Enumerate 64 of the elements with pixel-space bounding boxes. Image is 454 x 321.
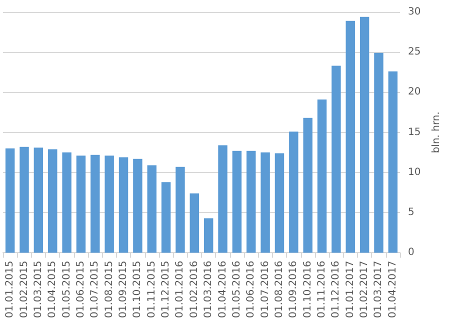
x-tick-label: 01.11.2015 bbox=[146, 260, 158, 318]
x-tick-label: 01.04.2017 bbox=[387, 260, 398, 318]
x-tick-label: 01.09.2016 bbox=[288, 260, 300, 318]
x-tick-label: 01.08.2016 bbox=[274, 260, 285, 318]
y-tick-label: 25 bbox=[408, 46, 421, 58]
x-tick-label: 01.09.2015 bbox=[118, 260, 130, 318]
x-tick-label: 01.08.2015 bbox=[104, 260, 115, 318]
x-tick-label: 01.04.2015 bbox=[47, 260, 58, 318]
x-tick-label: 01.04.2016 bbox=[217, 260, 228, 318]
bar bbox=[90, 154, 100, 253]
bar bbox=[374, 52, 384, 253]
x-tick-label: 01.12.2015 bbox=[160, 260, 172, 318]
y-tick-label: 15 bbox=[408, 126, 421, 138]
y-tick-label: 20 bbox=[408, 86, 421, 98]
x-tick-label: 01.02.2015 bbox=[18, 260, 30, 318]
x-tick-label: 01.06.2015 bbox=[75, 260, 86, 318]
y-tick-label: 30 bbox=[408, 6, 421, 18]
x-tick-label: 01.05.2015 bbox=[61, 260, 72, 318]
bar bbox=[289, 132, 298, 253]
bar bbox=[76, 156, 86, 253]
bar bbox=[232, 150, 242, 253]
x-tick-label: 01.01.2017 bbox=[344, 260, 356, 318]
x-tick-label: 01.02.2016 bbox=[188, 260, 200, 318]
y-tick-label: 0 bbox=[408, 247, 414, 258]
bar bbox=[260, 152, 270, 253]
bar bbox=[48, 149, 58, 253]
bar bbox=[20, 146, 29, 253]
bar bbox=[133, 158, 142, 253]
bar bbox=[176, 166, 185, 253]
bar bbox=[62, 152, 72, 253]
bar bbox=[104, 156, 114, 253]
bar bbox=[34, 148, 44, 253]
x-tick-label: 01.10.2015 bbox=[132, 260, 144, 318]
x-tick-label: 01.05.2016 bbox=[231, 260, 242, 318]
x-tick-label: 01.03.2016 bbox=[203, 260, 214, 318]
x-tick-label: 01.03.2017 bbox=[373, 260, 384, 318]
x-tick-label: 01.07.2015 bbox=[90, 260, 101, 318]
bar bbox=[346, 20, 355, 253]
bar bbox=[161, 182, 171, 253]
bar bbox=[303, 118, 312, 253]
x-tick-label: 01.01.2016 bbox=[174, 260, 186, 318]
bar bbox=[147, 165, 156, 253]
y-tick-label: 10 bbox=[408, 166, 421, 178]
x-tick-label: 01.12.2016 bbox=[330, 260, 342, 318]
x-tick-label: 01.11.2016 bbox=[316, 260, 328, 318]
bar bbox=[274, 153, 284, 253]
y-axis-title: bln. hrn. bbox=[431, 112, 442, 154]
bar bbox=[388, 71, 398, 253]
bar bbox=[360, 16, 370, 253]
x-tick-label: 01.10.2016 bbox=[302, 260, 314, 318]
x-tick-label: 01.02.2017 bbox=[359, 260, 370, 318]
bar bbox=[190, 193, 200, 253]
bar bbox=[218, 145, 228, 253]
bar bbox=[118, 157, 128, 253]
y-tick-label: 5 bbox=[408, 207, 414, 218]
bar bbox=[317, 99, 327, 253]
x-tick-label: 01.03.2015 bbox=[32, 260, 44, 318]
bar bbox=[5, 148, 15, 253]
bar bbox=[332, 66, 341, 253]
x-tick-label: 01.07.2016 bbox=[260, 260, 271, 318]
bar bbox=[246, 150, 256, 253]
bar bbox=[204, 218, 214, 253]
x-tick-label: 01.06.2016 bbox=[246, 260, 257, 318]
x-tick-label: 01.01.2015 bbox=[4, 260, 16, 318]
